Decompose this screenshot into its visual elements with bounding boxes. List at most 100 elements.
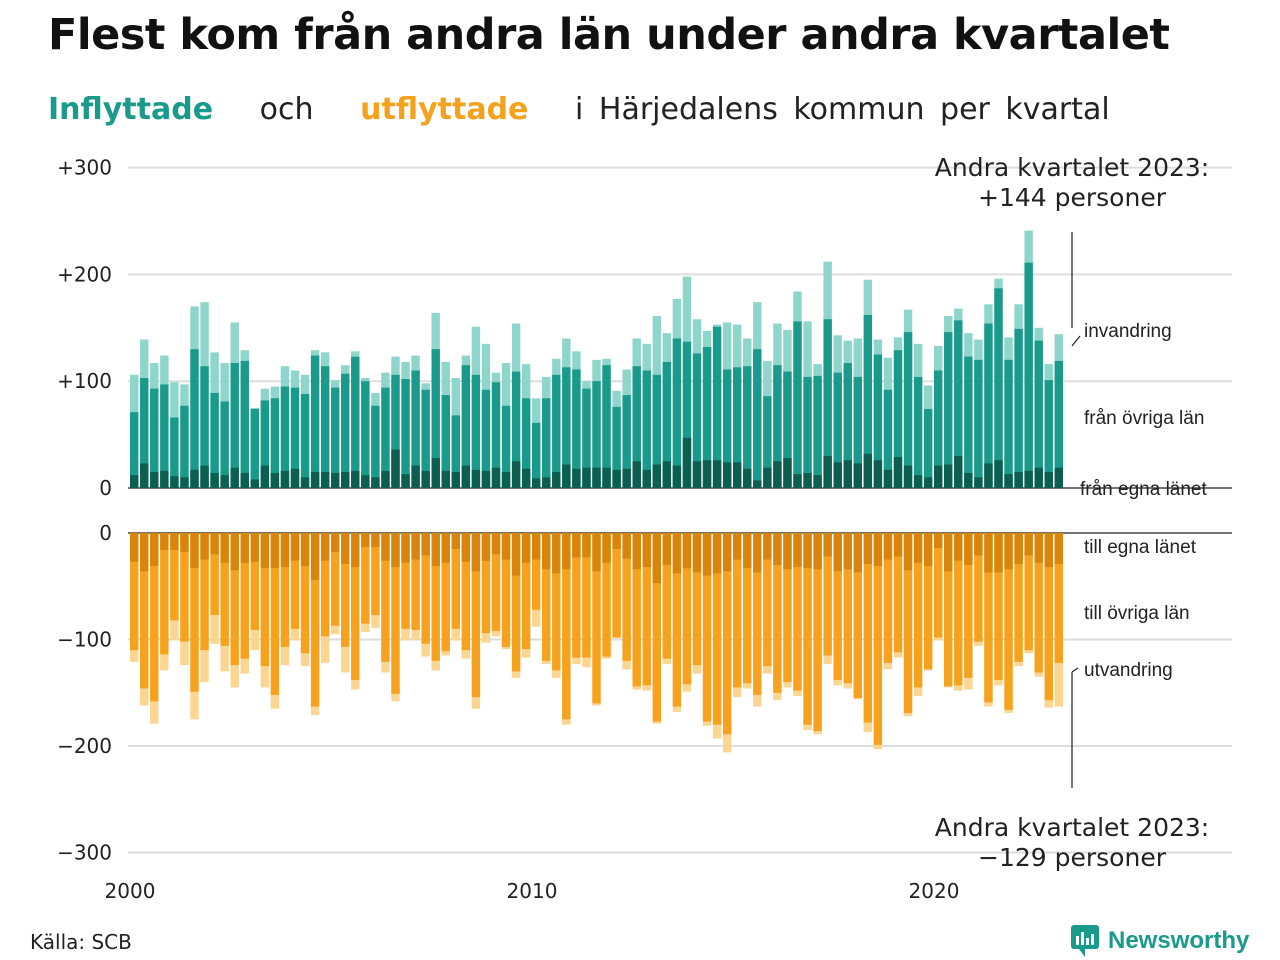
bar-in-ovriga-lan (984, 323, 993, 488)
bar-in-ovriga-lan (290, 387, 300, 488)
bar-out-ovriga-lan (813, 533, 822, 732)
bar-in-egna-lanet (260, 465, 270, 488)
bar-in-ovriga-lan (712, 326, 722, 488)
bar-in-ovriga-lan (511, 371, 521, 488)
bar-out-ovriga-lan (913, 533, 923, 688)
bar-in-egna-lanet (873, 460, 883, 488)
bar-in-ovriga-lan (954, 320, 963, 488)
bar-in-ovriga-lan (883, 389, 893, 488)
brand-logo[interactable]: Newsworthy (1070, 924, 1249, 958)
bar-out-ovriga-lan (280, 533, 290, 647)
label-invandring: invandring (1084, 321, 1172, 342)
bar-in-ovriga-lan (210, 392, 219, 488)
bar-out-egna-lanet (140, 533, 149, 572)
bar-out-ovriga-lan (160, 533, 169, 655)
bar-in-egna-lanet (572, 468, 581, 488)
bar-in-egna-lanet (371, 477, 380, 488)
bar-in-ovriga-lan (1024, 262, 1033, 488)
bar-in-ovriga-lan (743, 366, 752, 488)
bar-out-egna-lanet (190, 533, 199, 569)
bar-in-ovriga-lan (190, 349, 199, 488)
bar-in-ovriga-lan (260, 400, 270, 488)
bar-in-ovriga-lan (351, 356, 360, 488)
bar-out-ovriga-lan (150, 533, 159, 702)
bar-out-ovriga-lan (883, 533, 893, 663)
bar-in-ovriga-lan (411, 370, 420, 488)
bar-out-ovriga-lan (300, 533, 310, 654)
bar-out-egna-lanet (1024, 533, 1033, 556)
bar-out-egna-lanet (542, 533, 551, 570)
bar-out-ovriga-lan (944, 533, 953, 687)
bar-in-ovriga-lan (763, 396, 772, 488)
bar-out-egna-lanet (602, 533, 611, 563)
bar-in-ovriga-lan (310, 355, 320, 488)
bar-out-egna-lanet (290, 533, 300, 561)
bar-out-egna-lanet (582, 533, 591, 558)
bar-in-ovriga-lan (813, 375, 822, 488)
axis-labels: +300 +200 +100 0 0 −100 −200 −300 2000 2010 2020 (57, 156, 959, 903)
bar-in-ovriga-lan (994, 288, 1003, 488)
bar-in-egna-lanet (341, 471, 350, 488)
bar-in-ovriga-lan (421, 389, 430, 488)
bar-in-egna-lanet (602, 467, 611, 488)
bar-out-egna-lanet (351, 533, 360, 568)
bar-in-egna-lanet (381, 470, 390, 488)
bar-in-egna-lanet (542, 477, 551, 488)
bar-in-ovriga-lan (270, 398, 280, 488)
bar-in-ovriga-lan (702, 347, 712, 488)
bar-in-egna-lanet (682, 437, 692, 488)
bar-in-egna-lanet (702, 460, 712, 488)
bar-out-egna-lanet (592, 533, 601, 572)
bar-in-egna-lanet (562, 464, 571, 488)
bar-out-ovriga-lan (994, 533, 1003, 680)
bar-in-ovriga-lan (130, 412, 139, 488)
bar-out-egna-lanet (753, 533, 762, 573)
bar-out-ovriga-lan (954, 533, 963, 686)
bar-in-egna-lanet (421, 470, 430, 488)
bar-in-egna-lanet (913, 475, 923, 488)
bar-out-ovriga-lan (461, 533, 471, 651)
bar-out-egna-lanet (622, 533, 631, 559)
bar-out-egna-lanet (944, 533, 953, 572)
bar-out-egna-lanet (381, 533, 390, 561)
label-utvandring: utvandring (1084, 660, 1173, 681)
outflow-bars (130, 533, 1063, 753)
bar-out-ovriga-lan (964, 533, 973, 678)
bar-in-ovriga-lan (441, 395, 450, 488)
bar-in-egna-lanet (190, 469, 199, 488)
bar-out-ovriga-lan (532, 533, 541, 610)
bar-in-egna-lanet (481, 470, 491, 488)
bar-in-ovriga-lan (250, 408, 259, 488)
bar-in-ovriga-lan (481, 389, 491, 488)
bar-out-ovriga-lan (140, 533, 149, 689)
y-tick-label-bottom: −100 (57, 628, 112, 652)
bar-out-egna-lanet (652, 533, 661, 584)
bar-in-ovriga-lan (240, 360, 249, 488)
bar-in-egna-lanet (743, 468, 752, 488)
y-tick-label-top: +100 (57, 369, 112, 393)
bar-in-egna-lanet (793, 474, 802, 488)
bar-in-ovriga-lan (381, 387, 390, 488)
bar-in-ovriga-lan (964, 356, 973, 488)
bar-in-egna-lanet (642, 469, 651, 488)
bar-in-egna-lanet (582, 467, 591, 488)
bar-in-egna-lanet (521, 468, 531, 488)
x-tick-label: 2000 (105, 879, 156, 903)
bar-in-ovriga-lan (974, 359, 983, 488)
bar-out-ovriga-lan (1034, 533, 1043, 673)
bar-out-egna-lanet (200, 533, 209, 560)
bar-out-egna-lanet (672, 533, 682, 574)
bar-in-ovriga-lan (863, 314, 873, 488)
bar-out-egna-lanet (572, 533, 581, 558)
bar-out-egna-lanet (371, 533, 380, 547)
subtitle-rest: i Härjedalens kommun per kvartal (575, 92, 1110, 127)
bar-out-ovriga-lan (451, 533, 460, 629)
bar-out-ovriga-lan (923, 533, 933, 670)
bar-out-egna-lanet (994, 533, 1003, 573)
bar-in-ovriga-lan (803, 376, 812, 488)
bar-in-ovriga-lan (491, 382, 501, 488)
bar-out-ovriga-lan (381, 533, 390, 662)
bar-out-ovriga-lan (270, 533, 280, 695)
bar-in-ovriga-lan (853, 376, 862, 488)
bar-out-egna-lanet (260, 533, 270, 569)
